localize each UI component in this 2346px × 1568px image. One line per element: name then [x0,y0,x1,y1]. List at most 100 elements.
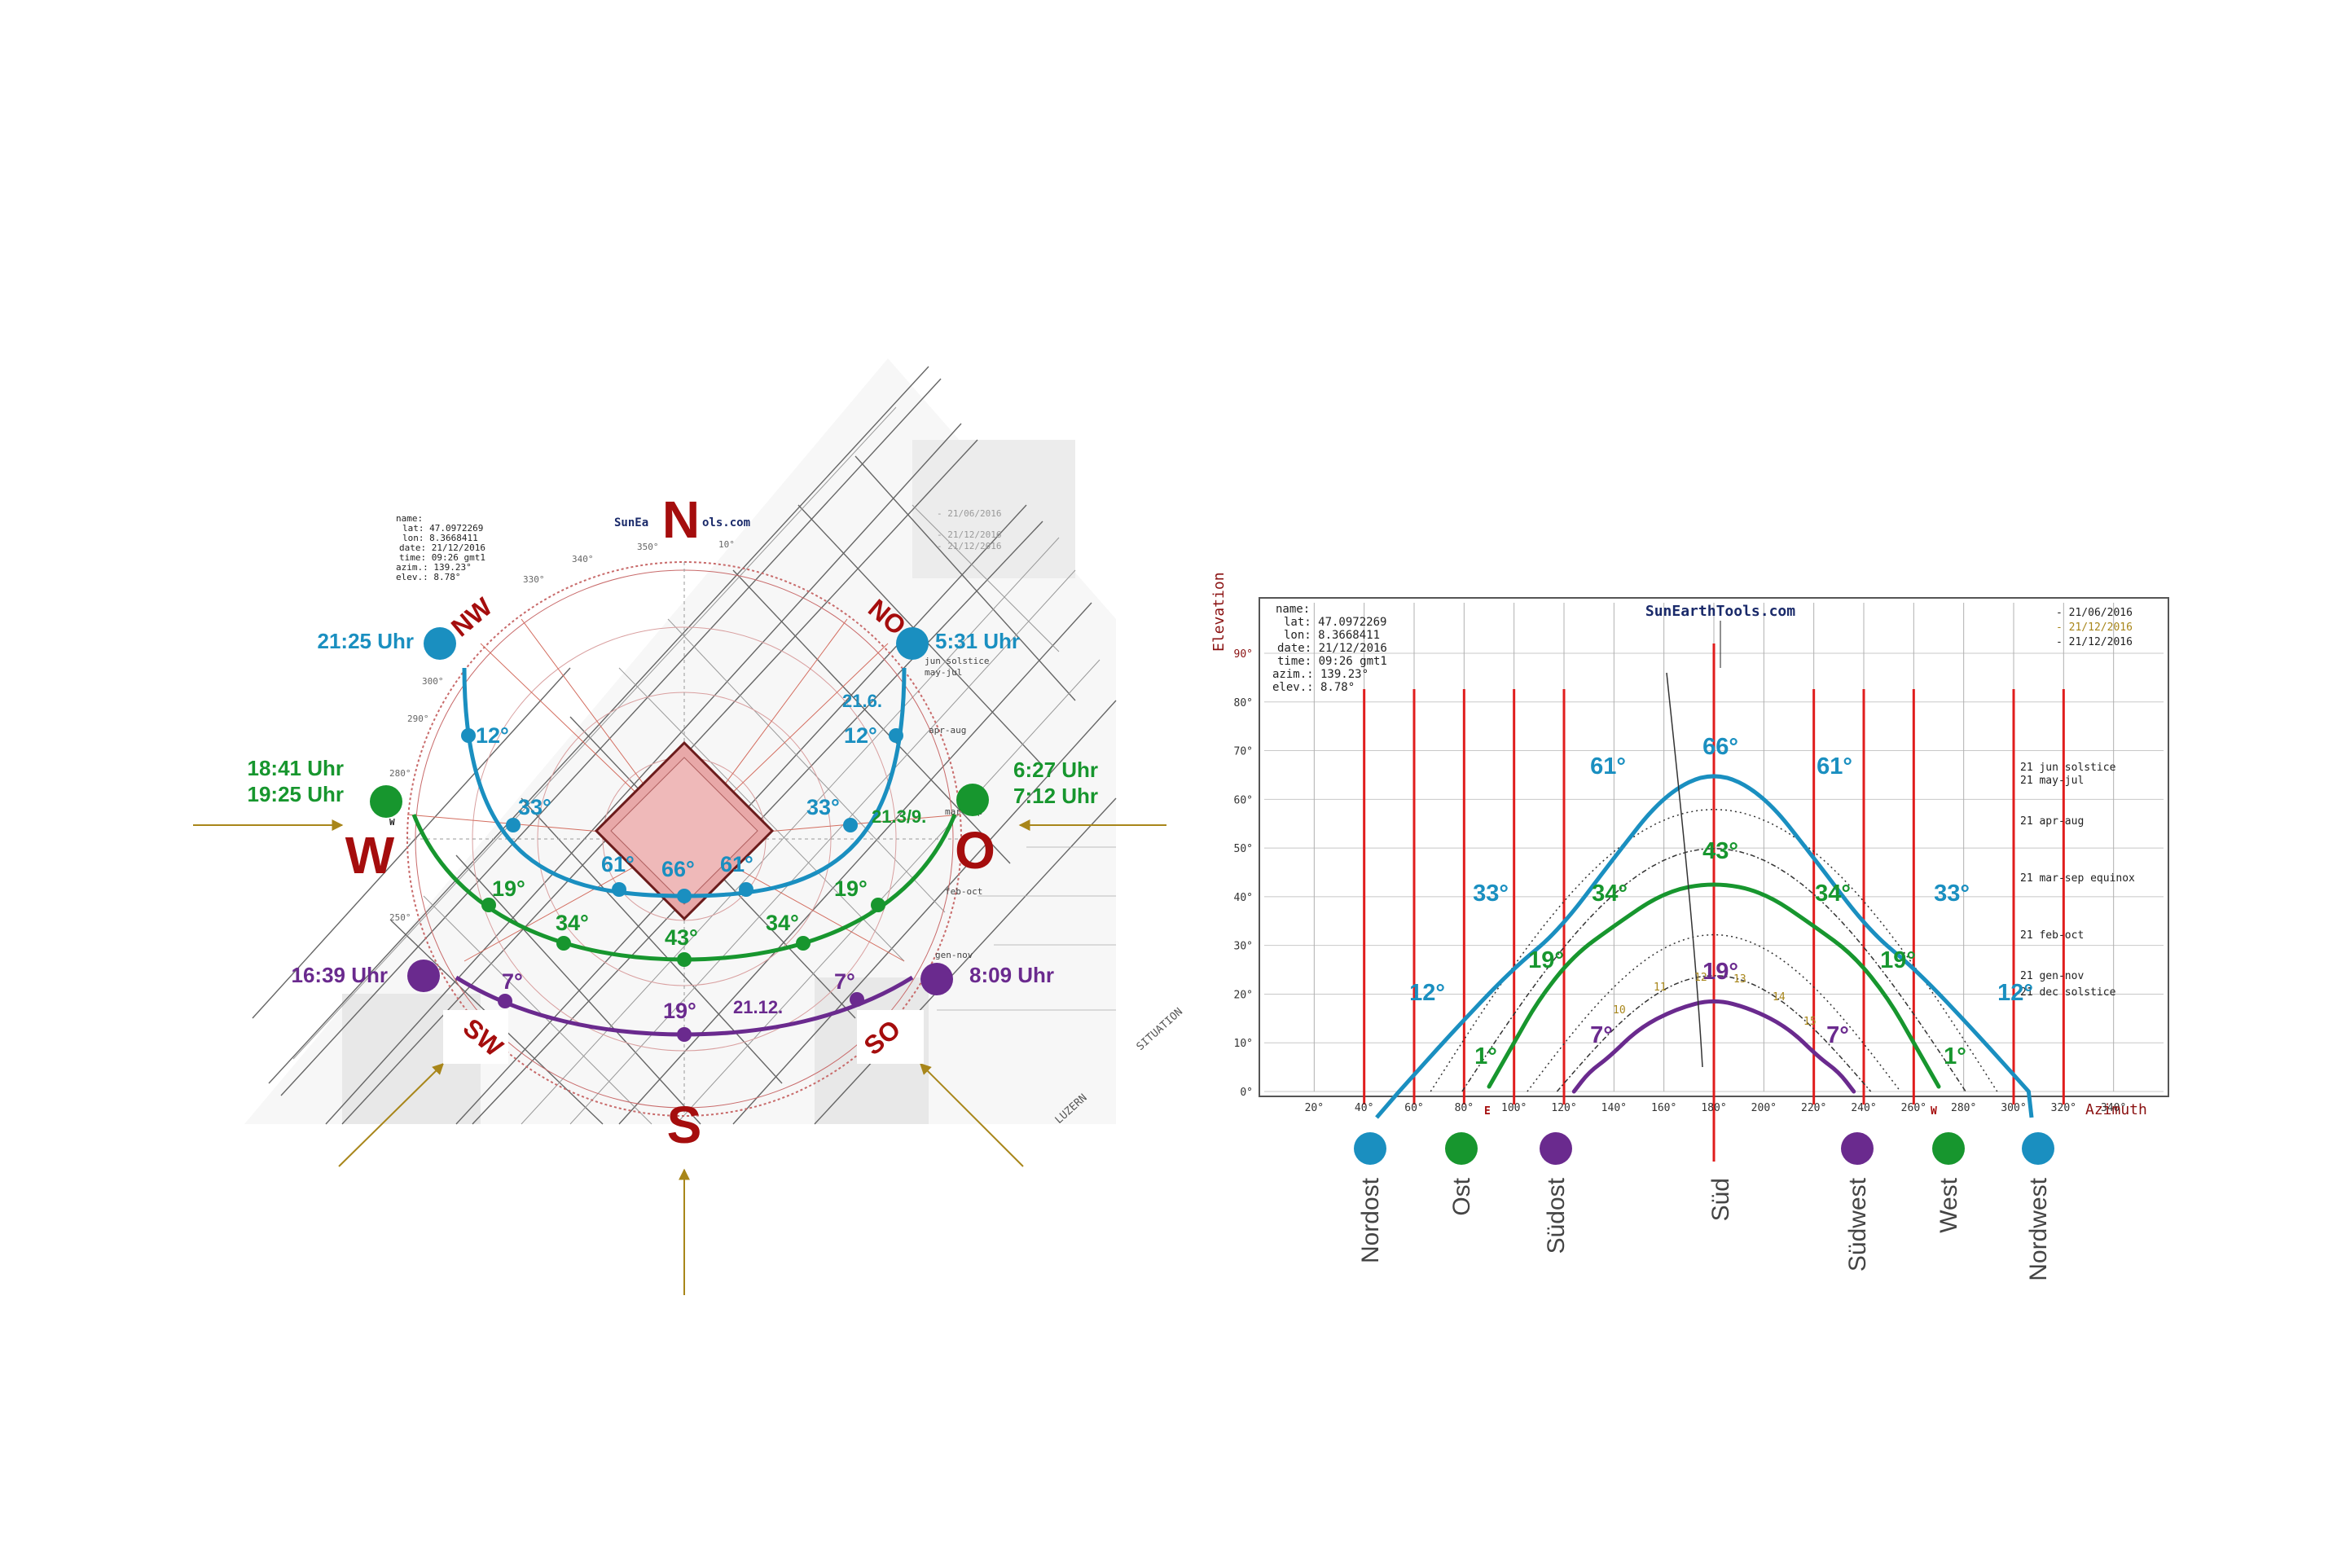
series-label: 21 gen-nov [2020,970,2084,982]
ring-degree: 340° [572,554,594,564]
y-tick-label: 0° [1240,1087,1253,1099]
equinox-points [481,898,885,967]
series-curve-0 [1397,774,2031,1094]
series-label: 21 dec solstice [2020,986,2116,999]
ring-degree: 280° [389,768,411,779]
dot-nordwest [2022,1132,2054,1165]
note: may-jul [925,667,962,678]
date-june: 21.6. [842,691,882,711]
series-label: 21 mar-sep equinox [2020,872,2135,885]
angle-label: 61° [601,852,635,876]
date-equinox: 21.3/9. [872,806,926,827]
angle-label: 34° [556,911,589,935]
june-point [461,728,476,743]
hour-label: 14 [1773,991,1786,1004]
info-line: lon: 8.3668411 [402,533,478,543]
axis-ticks: 0° 10° 20° 30° 40° 50° 60° 70° 80° 90° 20° 40° 60° 80… [1234,648,2127,1114]
info-line: name: [1276,603,1310,616]
legend-line: - 21/12/2016 [2056,621,2133,634]
architectural-plan: SITUATION LUZERN [244,358,1185,1127]
ring-degree: 350° [637,542,659,552]
chart-equinox-angles: 1° 19° 34° 43° 34° 19° 1° [1474,838,1966,1069]
angle-label: 7° [1590,1022,1613,1048]
series-label: 21 jun solstice [2020,762,2116,774]
angle-label: 34° [1815,881,1851,907]
hour-label: 11 [1654,982,1667,994]
june-tail-left [1375,1090,1401,1119]
compass-south: S [667,1096,702,1154]
angle-label: 1° [1944,1043,1966,1069]
hour-label: 13 [1733,973,1746,986]
direction-label: Südwest [1844,1177,1871,1272]
x-tick-label: 320° [2051,1102,2076,1114]
direction-markers [1363,643,2065,1162]
equinox-point [556,936,571,951]
y-axis-title: Elevation [1210,572,1228,652]
arrow-southwest [338,1063,444,1167]
time-no: 5:31 Uhr [935,629,1020,653]
plan-december-angles: 7° 7° 19° [502,969,855,1023]
x-tick-label: 120° [1551,1102,1576,1114]
direction-label: Ost [1448,1177,1475,1215]
info-line: lat: 47.0972269 [402,523,483,534]
sun-elevation-chart: 0° 10° 20° 30° 40° 50° 60° 70° 80° 90° 20° 40° 60° 80… [1210,572,2169,1281]
chart-december-angles: 7° 19° 7° [1590,959,1849,1048]
sunset-december-dot [407,960,440,992]
angle-label: 61° [720,852,753,876]
sun-track-line [1666,672,1703,1068]
legend-line: - 21/12/2016 [937,529,1001,540]
y-tick-label: 30° [1234,941,1253,953]
june-points [461,728,903,903]
legend-line: - 21/12/2016 [2056,636,2133,648]
time-sw: 16:39 Uhr [292,963,389,987]
legend-line: - 21/06/2016 [937,508,1001,519]
angle-label: 43° [665,925,698,950]
equinox-point [677,952,692,967]
june-point [506,818,521,832]
x-axis-title: Azimuth [2085,1101,2147,1118]
dot-suedwest [1841,1132,1874,1165]
time-east-2: 7:12 Uhr [1013,784,1098,808]
angle-label: 43° [1702,838,1738,864]
angle-label: 34° [1592,881,1628,907]
dot-suedost [1540,1132,1572,1165]
info-line: azim.: 139.23° [1272,668,1368,681]
june-tail-right [2026,1091,2034,1118]
december-points [498,992,864,1042]
chart-info-block: name: lat: 47.0972269 lon: 8.3668411 dat… [1272,603,1387,694]
x-tick-label: 100° [1501,1102,1527,1114]
hour-label: 10 [1613,1004,1626,1017]
brand-prefix: SunEa [614,516,648,529]
dot-nordost [1354,1132,1386,1165]
angle-label: 12° [1409,980,1445,1006]
sunrise-june-dot [896,627,929,660]
angle-label: 7° [834,969,855,994]
y-tick-label: 90° [1234,648,1253,661]
direction-labels: Nordost Ost Südost Süd Südwest West Nord… [1357,1177,2052,1280]
east-mark: E [1484,1105,1491,1118]
december-point [498,994,512,1008]
sunset-june-dot [424,627,456,660]
x-tick-label: 200° [1751,1102,1777,1114]
legend-line: - 21/06/2016 [2056,607,2133,619]
x-tick-label: 240° [1851,1102,1876,1114]
plan-situation-text: SITUATION [1135,1006,1185,1053]
y-tick-label: 20° [1234,989,1253,1001]
angle-label: 19° [1702,959,1738,985]
hour-label: 15 [1803,1016,1817,1028]
building-footprint [594,740,775,921]
x-tick-label: 300° [2001,1102,2026,1114]
note: feb-oct [945,886,982,897]
time-west-2: 19:25 Uhr [248,782,345,806]
dot-west [1932,1132,1965,1165]
series-lines [1375,672,2034,1119]
x-tick-label: 160° [1651,1102,1676,1114]
x-tick-label: 60° [1404,1102,1423,1114]
december-point [850,992,864,1007]
note: jun solstice [925,656,989,666]
series-side-labels: 21 jun solstice 21 may-jul 21 apr-aug 21… [2020,762,2135,999]
dot-ost [1445,1132,1478,1165]
angle-label: 19° [1880,947,1916,973]
date-december: 21.12. [733,997,783,1017]
series-curve-2 [1571,999,1856,1094]
